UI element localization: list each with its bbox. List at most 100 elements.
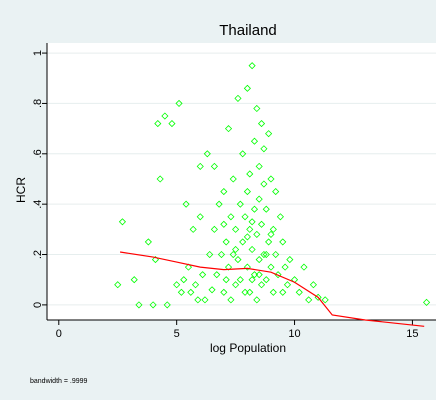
data-point bbox=[184, 263, 193, 271]
plot-area bbox=[47, 43, 436, 320]
data-point bbox=[250, 137, 259, 145]
data-point bbox=[295, 288, 303, 296]
data-point bbox=[130, 276, 138, 284]
data-point bbox=[257, 120, 266, 128]
data-point bbox=[321, 296, 329, 304]
data-point bbox=[423, 298, 431, 306]
data-point bbox=[265, 130, 273, 138]
y-tick-label: .4 bbox=[32, 200, 44, 209]
data-point bbox=[239, 150, 247, 158]
data-point bbox=[201, 296, 209, 304]
data-point bbox=[210, 225, 218, 233]
data-point bbox=[267, 230, 275, 238]
data-point bbox=[272, 188, 280, 196]
data-point bbox=[267, 263, 275, 271]
data-point bbox=[203, 150, 211, 158]
data-point bbox=[196, 162, 204, 170]
data-point bbox=[234, 255, 242, 264]
data-point bbox=[269, 225, 277, 233]
data-point bbox=[191, 281, 200, 289]
data-point bbox=[255, 195, 263, 203]
data-point bbox=[253, 296, 261, 304]
data-point bbox=[262, 276, 270, 284]
data-point bbox=[175, 99, 183, 108]
data-point bbox=[213, 271, 221, 279]
data-point bbox=[250, 271, 259, 279]
data-point bbox=[168, 120, 176, 128]
data-point bbox=[161, 112, 169, 120]
data-point bbox=[248, 62, 256, 70]
data-point bbox=[246, 170, 254, 178]
data-point bbox=[135, 301, 143, 309]
data-point bbox=[232, 225, 240, 233]
data-point bbox=[210, 162, 218, 170]
data-point bbox=[118, 218, 127, 226]
data-point bbox=[220, 220, 228, 228]
data-point bbox=[217, 250, 226, 259]
data-point bbox=[182, 200, 190, 208]
x-tick-label: 5 bbox=[174, 328, 180, 340]
data-point bbox=[255, 271, 263, 279]
data-point bbox=[309, 281, 317, 289]
data-point bbox=[144, 238, 152, 246]
data-point bbox=[227, 213, 235, 221]
data-point bbox=[305, 296, 313, 304]
x-tick-label: 10 bbox=[288, 328, 300, 340]
data-point bbox=[257, 220, 266, 228]
fit-line bbox=[119, 251, 425, 327]
data-point bbox=[232, 245, 240, 254]
data-point bbox=[260, 250, 268, 259]
data-point bbox=[156, 175, 164, 183]
data-point bbox=[180, 276, 188, 284]
x-tick-label: 0 bbox=[56, 328, 62, 340]
data-point bbox=[246, 288, 254, 296]
data-point bbox=[255, 162, 263, 170]
y-tick-label: .6 bbox=[32, 149, 44, 158]
data-point bbox=[276, 213, 284, 221]
data-point bbox=[248, 218, 256, 226]
data-point bbox=[279, 238, 287, 246]
data-point bbox=[229, 250, 237, 259]
data-point bbox=[265, 238, 273, 246]
data-point bbox=[194, 296, 202, 304]
data-point bbox=[220, 188, 228, 196]
data-point bbox=[279, 288, 287, 296]
data-point bbox=[241, 213, 249, 221]
data-point bbox=[229, 175, 237, 183]
y-tick-label: .8 bbox=[32, 99, 44, 108]
data-point bbox=[243, 233, 251, 241]
data-point bbox=[248, 276, 256, 284]
chart-title: Thailand bbox=[219, 22, 277, 39]
data-point bbox=[199, 271, 207, 279]
data-point bbox=[208, 286, 216, 294]
data-point bbox=[177, 288, 185, 296]
y-tick-label: .2 bbox=[32, 250, 44, 259]
data-point bbox=[224, 125, 233, 133]
x-tick-label: 15 bbox=[406, 328, 418, 340]
data-point bbox=[250, 205, 259, 213]
data-point bbox=[196, 213, 204, 221]
note: bandwidth = .9999 bbox=[30, 378, 88, 385]
data-point bbox=[269, 288, 277, 296]
data-point bbox=[255, 255, 263, 264]
data-point bbox=[222, 238, 230, 246]
data-point bbox=[246, 225, 254, 233]
data-point bbox=[260, 180, 268, 188]
data-point bbox=[243, 188, 251, 196]
data-point bbox=[222, 276, 230, 284]
y-tick-label: 0 bbox=[32, 302, 44, 308]
data-point bbox=[173, 281, 181, 289]
y-tick-label: 1 bbox=[32, 50, 44, 56]
data-point bbox=[215, 200, 223, 208]
data-point bbox=[253, 230, 261, 238]
y-axis-label: HCR bbox=[14, 177, 28, 203]
data-point bbox=[262, 205, 270, 213]
data-point bbox=[248, 245, 256, 254]
data-point bbox=[283, 281, 292, 289]
data-point bbox=[236, 276, 244, 284]
data-point bbox=[187, 288, 195, 296]
data-point bbox=[236, 200, 244, 208]
data-point bbox=[234, 94, 242, 102]
data-point bbox=[232, 281, 240, 289]
